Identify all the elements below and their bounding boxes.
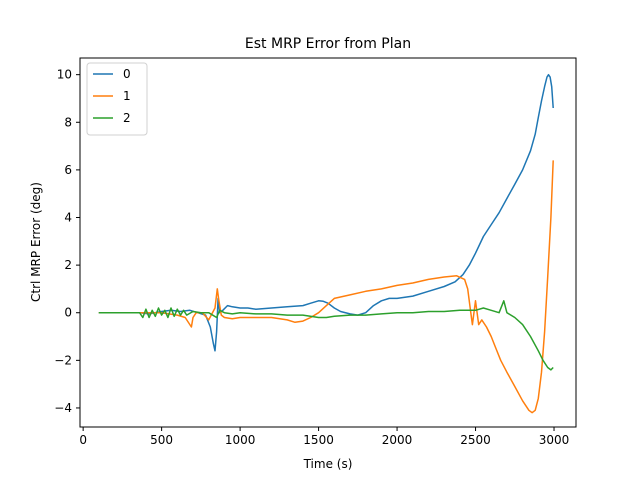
x-axis-label: Time (s) — [303, 457, 353, 471]
chart-title: Est MRP Error from Plan — [245, 36, 411, 52]
plot-frame — [79, 57, 577, 428]
y-tick-label: 2 — [64, 258, 72, 272]
y-axis-ticks: −4 −2 0 2 4 6 8 10 — [54, 68, 80, 415]
y-tick-label: 8 — [64, 115, 72, 129]
y-axis-label: Ctrl MRP Error (deg) — [29, 182, 43, 302]
x-tick-label: 2000 — [382, 433, 413, 447]
legend-box — [86, 62, 148, 136]
series-line-1 — [98, 160, 554, 414]
y-tick-label: −4 — [54, 401, 72, 415]
series-line-0 — [98, 73, 554, 352]
y-tick-label: 4 — [64, 211, 72, 225]
y-tick-label: 0 — [64, 306, 72, 320]
legend: 0 1 2 — [86, 62, 148, 136]
x-axis-ticks: 0 500 1000 1500 2000 2500 3000 — [79, 427, 569, 447]
x-tick-label: 3000 — [539, 433, 570, 447]
x-tick-label: 1000 — [225, 433, 256, 447]
legend-label-1: 1 — [123, 89, 131, 103]
x-tick-label: 0 — [79, 433, 87, 447]
y-tick-label: 6 — [64, 163, 72, 177]
y-tick-label: 10 — [57, 68, 72, 82]
legend-label-2: 2 — [123, 111, 131, 125]
series-line-2 — [98, 300, 554, 371]
y-tick-label: −2 — [54, 353, 72, 367]
x-tick-label: 2500 — [460, 433, 491, 447]
plot-lines — [98, 73, 554, 414]
x-tick-label: 500 — [150, 433, 173, 447]
x-tick-label: 1500 — [303, 433, 334, 447]
legend-label-0: 0 — [123, 67, 131, 81]
